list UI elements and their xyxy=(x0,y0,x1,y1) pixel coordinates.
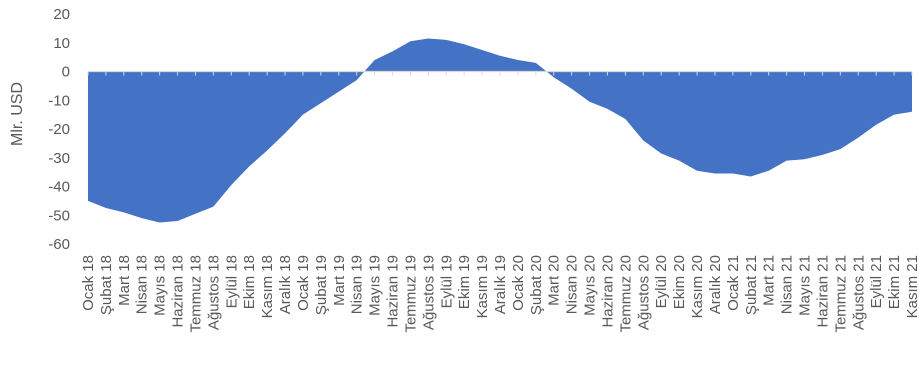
x-tick-label: Ekim 21 xyxy=(886,255,903,309)
x-axis-tick-labels: Ocak 18 Şubat 18 Mart 18 Nisan 18 Mayıs 18 Ha… xyxy=(80,255,919,333)
x-tick-label: Kasım 20 xyxy=(689,255,706,318)
x-tick-label: Mayıs 19 xyxy=(367,255,384,316)
y-tick-label: -50 xyxy=(48,207,70,224)
x-tick-label: Nisan 18 xyxy=(134,255,151,314)
x-tick-label: Mart 20 xyxy=(546,255,563,306)
x-tick-label: Ocak 18 xyxy=(80,255,97,311)
x-tick-label: Haziran 21 xyxy=(814,255,831,328)
x-tick-label: Haziran 19 xyxy=(385,255,402,328)
x-tick-label: Aralık 18 xyxy=(277,255,294,314)
x-tick-label: Ağustos 18 xyxy=(205,255,222,330)
x-tick-label: Ağustos 19 xyxy=(420,255,437,330)
x-tick-label: Şubat 18 xyxy=(98,255,115,315)
x-tick-label: Nisan 19 xyxy=(349,255,366,314)
y-tick-label: -10 xyxy=(48,92,70,109)
x-tick-label: Mayıs 21 xyxy=(797,255,814,316)
x-tick-label: Kasım 18 xyxy=(259,255,276,318)
x-tick-label: Ocak 20 xyxy=(510,255,527,311)
x-tick-label: Aralık 19 xyxy=(492,255,509,314)
x-tick-label: Mayıs 20 xyxy=(582,255,599,316)
x-tick-label: Temmuz 20 xyxy=(617,255,634,333)
x-tick-label: Şubat 20 xyxy=(528,255,545,315)
x-tick-label: Temmuz 21 xyxy=(832,255,849,333)
x-tick-label: Ekim 19 xyxy=(456,255,473,309)
x-tick-label: Ocak 21 xyxy=(725,255,742,311)
x-tick-label: Mayıs 18 xyxy=(152,255,169,316)
x-tick-label: Mart 19 xyxy=(331,255,348,306)
y-tick-label: -40 xyxy=(48,179,70,196)
x-tick-label: Kasım 21 xyxy=(904,255,919,318)
x-tick-label: Nisan 21 xyxy=(779,255,796,314)
y-tick-label: -20 xyxy=(48,121,70,138)
x-tick-label: Eylül 19 xyxy=(438,255,455,308)
x-tick-label: Haziran 18 xyxy=(170,255,187,328)
y-tick-label: 10 xyxy=(53,35,70,52)
x-tick-label: Eylül 18 xyxy=(223,255,240,308)
y-axis-tick-labels: 20 10 0 -10 -20 -30 -40 -50 -60 xyxy=(48,6,70,253)
x-tick-label: Şubat 21 xyxy=(743,255,760,315)
y-tick-label: 0 xyxy=(62,64,70,81)
x-tick-label: Ağustos 21 xyxy=(850,255,867,330)
x-tick-label: Ekim 20 xyxy=(671,255,688,309)
x-tick-label: Aralık 20 xyxy=(707,255,724,314)
y-tick-label: 20 xyxy=(53,6,70,23)
x-tick-label: Ağustos 20 xyxy=(635,255,652,330)
y-tick-label: -30 xyxy=(48,150,70,167)
x-tick-label: Eylül 21 xyxy=(868,255,885,308)
series-area xyxy=(88,38,912,223)
y-axis-title: Mlr. USD xyxy=(9,82,26,146)
x-tick-label: Şubat 19 xyxy=(313,255,330,315)
x-tick-label: Kasım 19 xyxy=(474,255,491,318)
x-tick-label: Temmuz 18 xyxy=(187,255,204,333)
x-tick-label: Eylül 20 xyxy=(653,255,670,308)
x-tick-label: Mart 18 xyxy=(116,255,133,306)
x-tick-label: Mart 21 xyxy=(761,255,778,306)
x-tick-label: Ocak 19 xyxy=(295,255,312,311)
x-tick-label: Haziran 20 xyxy=(599,255,616,328)
x-tick-label: Ekim 18 xyxy=(241,255,258,309)
x-tick-label: Temmuz 19 xyxy=(402,255,419,333)
y-tick-label: -60 xyxy=(48,236,70,253)
x-axis-tick-marks xyxy=(87,71,913,76)
x-tick-label: Nisan 20 xyxy=(564,255,581,314)
